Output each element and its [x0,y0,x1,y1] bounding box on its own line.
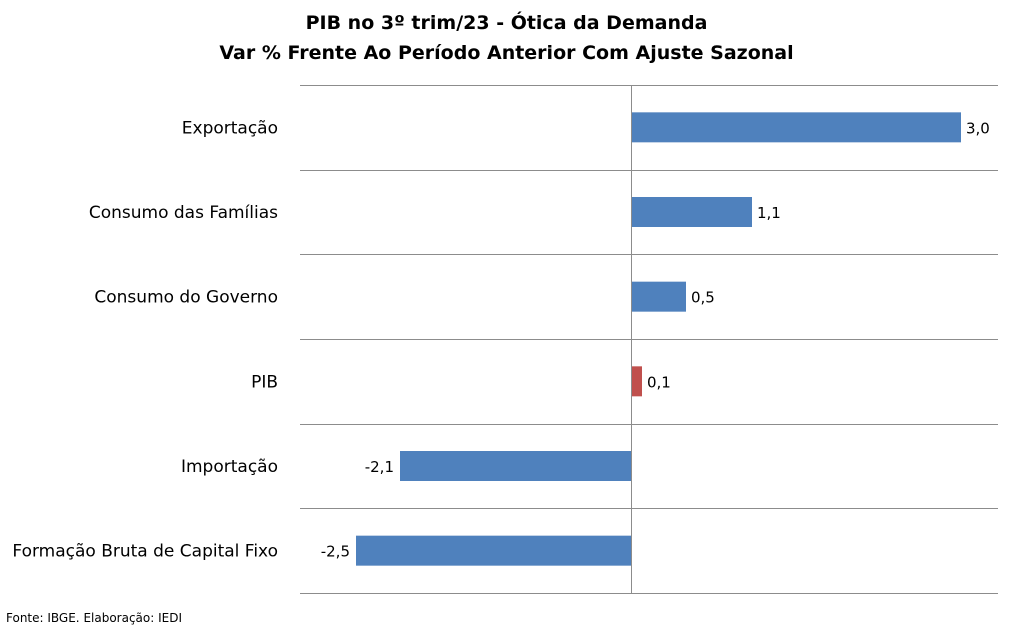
category-label: Importação [181,457,278,477]
category-label: Exportação [182,118,278,138]
category-label: Consumo das Famílias [89,203,278,223]
source-note: Fonte: IBGE. Elaboração: IEDI [6,611,183,625]
bar [400,451,631,481]
category-label: PIB [251,372,278,392]
data-label: 1,1 [757,204,781,222]
chart-subtitle: Var % Frente Ao Período Anterior Com Aju… [219,42,794,64]
bar [631,366,642,397]
chart-title: PIB no 3º trim/23 - Ótica da Demanda [305,12,708,34]
bar [631,197,752,227]
data-label: -2,1 [365,458,394,476]
bar [356,535,631,566]
bar [631,281,686,312]
category-label: Formação Bruta de Capital Fixo [12,542,278,562]
data-label: 3,0 [966,119,990,137]
data-label: 0,5 [691,289,715,307]
bar [631,112,961,143]
category-label: Consumo do Governo [94,288,278,308]
data-label: 0,1 [647,373,671,391]
data-label: -2,5 [321,543,350,561]
